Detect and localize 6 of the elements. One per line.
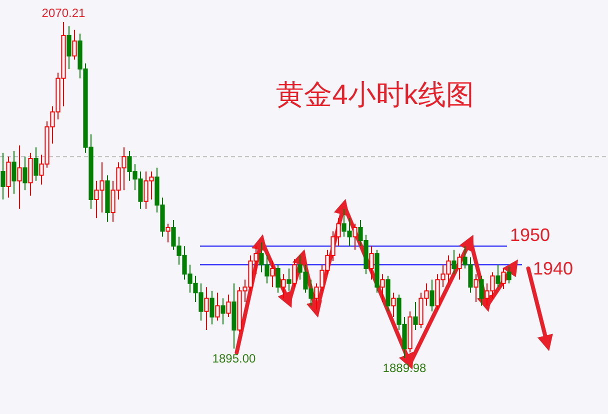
ref-line-label: 1940 xyxy=(533,258,574,279)
annotation: 2070.21 xyxy=(42,6,86,20)
ref-line-label: 1950 xyxy=(510,225,550,246)
annotation: 1895.00 xyxy=(212,352,256,366)
annotation: 1889.98 xyxy=(382,361,427,375)
text: 黄金4小时k线图 xyxy=(276,79,474,110)
